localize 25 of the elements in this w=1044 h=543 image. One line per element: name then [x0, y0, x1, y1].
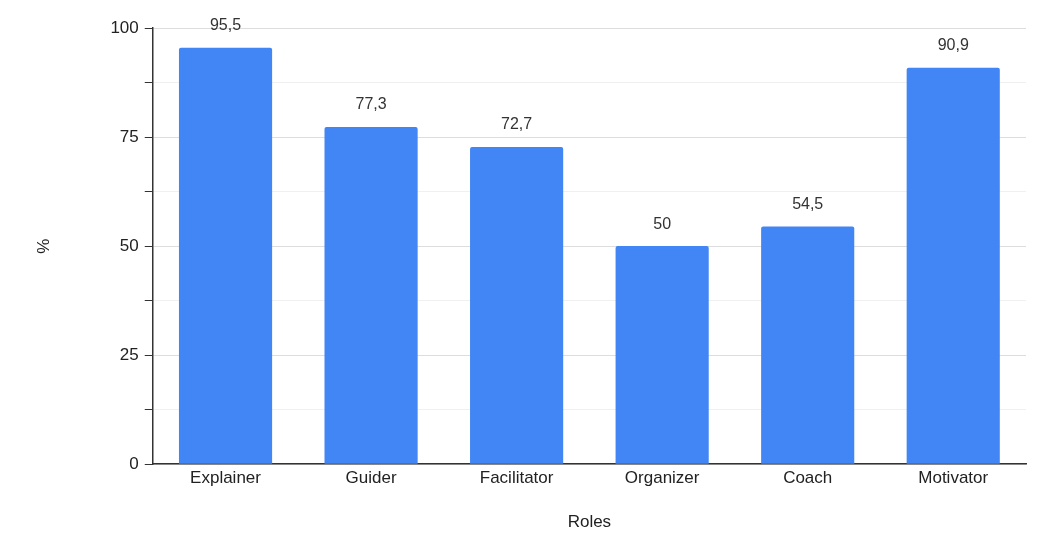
- x-tick-label: Facilitator: [479, 468, 554, 488]
- data-label: 95,5: [209, 16, 242, 34]
- x-tick-label: Motivator: [918, 468, 989, 488]
- bar: [615, 246, 709, 464]
- x-tick-label: Guider: [345, 468, 397, 488]
- data-label: 90,9: [937, 36, 969, 54]
- y-axis-title: %: [33, 238, 53, 254]
- data-label: 50: [653, 214, 672, 232]
- x-tick-label: Organizer: [624, 468, 700, 488]
- x-axis-title: Roles: [567, 512, 612, 532]
- data-label: 54,5: [792, 194, 824, 212]
- data-label: 72,7: [501, 115, 533, 133]
- x-tick-label: Explainer: [190, 468, 262, 488]
- bar: [470, 147, 564, 464]
- x-tick-label: Coach: [783, 468, 833, 488]
- bar: [906, 67, 1000, 464]
- data-label: 77,3: [355, 95, 387, 113]
- y-tick-label: 50: [119, 235, 139, 255]
- bar: [761, 226, 855, 464]
- y-tick-label: 25: [119, 344, 139, 364]
- y-tick-label: 75: [119, 126, 139, 146]
- y-tick-label: 100: [110, 17, 139, 37]
- bar: [324, 127, 418, 464]
- bar: [178, 47, 273, 464]
- y-tick-label: 0: [129, 453, 139, 473]
